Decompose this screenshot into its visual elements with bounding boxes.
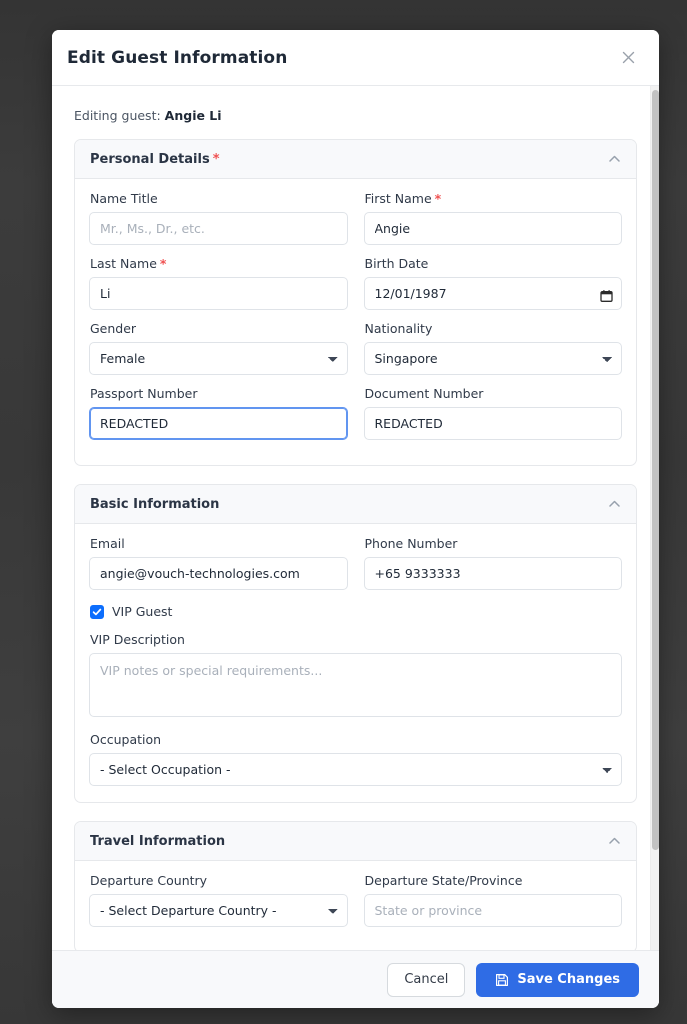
- vip-description-textarea[interactable]: [89, 653, 622, 717]
- save-disk-icon: [495, 973, 509, 987]
- section-basic-information: Basic Information Email Phone Number: [74, 484, 637, 803]
- section-header-personal-details[interactable]: Personal Details *: [75, 140, 636, 179]
- label-text: Last Name: [90, 256, 157, 271]
- field-departure-country: Departure Country - Select Departure Cou…: [89, 873, 348, 927]
- section-header-travel-information[interactable]: Travel Information: [75, 822, 636, 861]
- chevron-up-icon[interactable]: [609, 153, 620, 164]
- label-departure-country: Departure Country: [90, 873, 208, 888]
- passport-number-input[interactable]: [89, 407, 348, 440]
- section-title-text: Personal Details: [90, 151, 210, 167]
- field-birth-date: Birth Date: [363, 256, 622, 310]
- section-personal-details: Personal Details* Name Title First Name*: [74, 139, 637, 466]
- label-first-name: First Name *: [365, 191, 623, 206]
- departure-country-select[interactable]: - Select Departure Country -: [89, 894, 348, 927]
- label-birth-date: Birth Date: [364, 256, 429, 271]
- label-email: Email: [90, 536, 125, 551]
- vip-guest-label: VIP Guest: [112, 604, 173, 619]
- field-last-name: Last Name *: [89, 256, 348, 310]
- field-name-title: Name Title: [89, 191, 348, 245]
- field-first-name: First Name *: [363, 191, 623, 245]
- label-passport-number: Passport Number: [90, 386, 198, 401]
- vip-guest-checkbox-row[interactable]: VIP Guest: [90, 604, 622, 619]
- label-last-name: Last Name *: [90, 256, 348, 271]
- name-title-input[interactable]: [89, 212, 348, 245]
- section-title: Travel Information: [90, 833, 226, 849]
- field-departure-state-province: Departure State/Province: [363, 873, 622, 927]
- last-name-input[interactable]: [89, 277, 348, 310]
- modal-scrollbar-thumb[interactable]: [652, 90, 659, 850]
- modal-header: Edit Guest Information: [52, 30, 659, 86]
- section-body-travel-information: Departure Country - Select Departure Cou…: [75, 861, 636, 950]
- document-number-input[interactable]: [363, 407, 622, 440]
- section-title: Basic Information: [90, 496, 220, 512]
- required-asterisk: *: [159, 256, 167, 271]
- section-title: Personal Details *: [90, 152, 220, 167]
- section-body-basic-information: Email Phone Number VIP Guest: [75, 524, 636, 802]
- birth-date-input[interactable]: [363, 277, 622, 310]
- label-text: First Name: [364, 191, 432, 206]
- vip-guest-checkbox[interactable]: [90, 604, 104, 619]
- save-changes-button[interactable]: Save Changes: [476, 962, 639, 997]
- departure-state-province-input[interactable]: [363, 894, 622, 927]
- modal-scrollbar[interactable]: [650, 86, 659, 950]
- required-asterisk: *: [434, 191, 442, 206]
- chevron-up-icon[interactable]: [609, 498, 620, 509]
- label-phone-number: Phone Number: [364, 536, 458, 551]
- gender-select[interactable]: Female: [89, 342, 348, 375]
- nationality-select[interactable]: Singapore: [363, 342, 622, 375]
- email-field[interactable]: [89, 557, 348, 590]
- label-document-number: Document Number: [364, 386, 484, 401]
- label-name-title: Name Title: [90, 191, 158, 206]
- modal-footer: Cancel Save Changes: [52, 950, 659, 1008]
- section-body-personal-details: Name Title First Name* Last Name*: [75, 179, 636, 465]
- phone-number-input[interactable]: [363, 557, 622, 590]
- edit-guest-modal: Edit Guest Information Editing guest: An…: [52, 30, 659, 1008]
- label-gender: Gender: [90, 321, 137, 336]
- section-travel-information: Travel Information Departure Country - S…: [74, 821, 637, 950]
- required-asterisk: *: [212, 151, 220, 167]
- first-name-input[interactable]: [363, 212, 622, 245]
- editing-guest-line: Editing guest: Angie Li: [74, 108, 637, 123]
- editing-guest-prefix: Editing guest:: [74, 108, 161, 123]
- field-occupation: Occupation - Select Occupation -: [89, 732, 622, 786]
- chevron-up-icon[interactable]: [609, 835, 620, 846]
- field-document-number: Document Number: [363, 386, 622, 440]
- field-gender: Gender Female: [89, 321, 348, 375]
- occupation-select[interactable]: - Select Occupation -: [89, 753, 622, 786]
- modal-body: Editing guest: Angie Li Personal Details…: [52, 86, 659, 950]
- cancel-button[interactable]: Cancel: [387, 962, 466, 997]
- label-departure-state-province: Departure State/Province: [364, 873, 523, 888]
- save-changes-label: Save Changes: [517, 972, 620, 987]
- field-nationality: Nationality Singapore: [363, 321, 622, 375]
- field-phone-number: Phone Number: [363, 536, 622, 590]
- field-passport-number: Passport Number: [89, 386, 348, 440]
- section-header-basic-information[interactable]: Basic Information: [75, 485, 636, 524]
- label-nationality: Nationality: [364, 321, 433, 336]
- close-icon[interactable]: [615, 45, 641, 71]
- field-email: Email: [89, 536, 348, 590]
- field-vip-description: VIP Description: [89, 632, 622, 721]
- label-vip-description: VIP Description: [90, 632, 185, 647]
- label-occupation: Occupation: [90, 732, 162, 747]
- page-title: Edit Guest Information: [67, 47, 288, 68]
- editing-guest-name: Angie Li: [164, 108, 222, 123]
